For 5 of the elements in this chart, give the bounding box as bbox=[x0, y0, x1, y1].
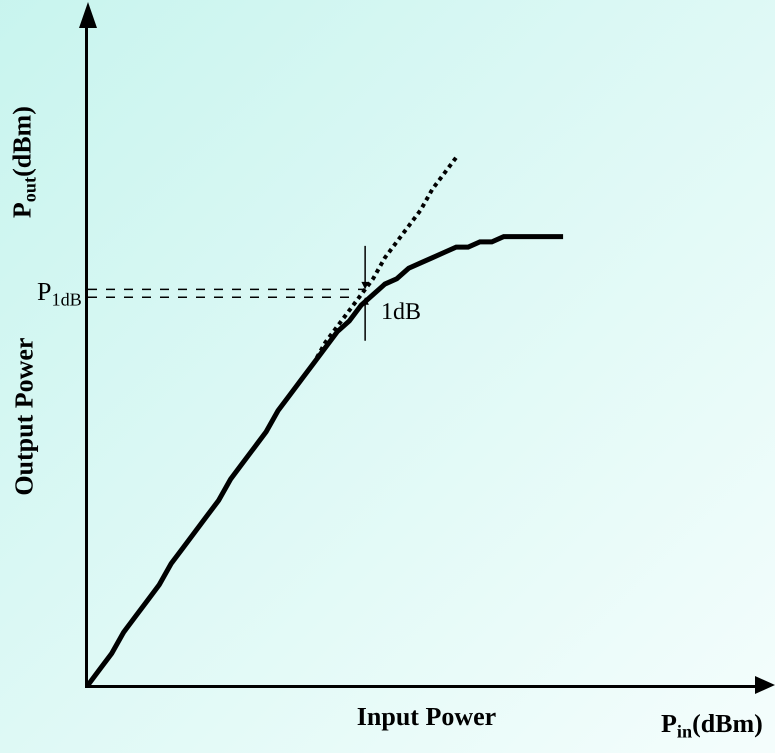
y-axis-title: Output Power bbox=[10, 338, 39, 496]
x-axis-title: Input Power bbox=[356, 702, 496, 732]
ref-line-label: P$_{1dB}$ bbox=[37, 277, 82, 310]
annotation: 1dB bbox=[381, 299, 422, 325]
text: P$_{in}$(dBm) bbox=[661, 709, 763, 742]
